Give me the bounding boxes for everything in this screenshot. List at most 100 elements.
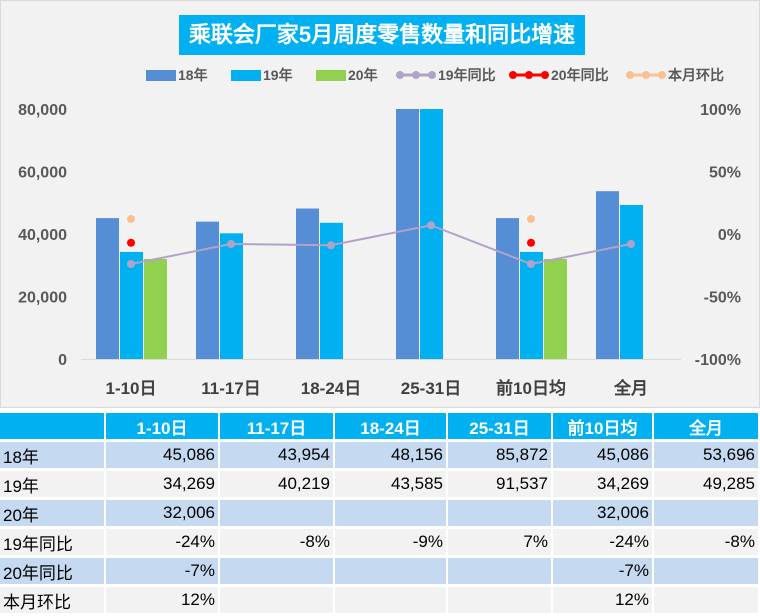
bar-19年 (520, 251, 543, 359)
y-tick-label: 60,000 (18, 165, 67, 182)
table-cell: 12% (106, 587, 218, 613)
legend-label: 本月环比 (668, 67, 724, 83)
table-cell: 7% (448, 529, 551, 555)
point-19年同比 (327, 241, 335, 250)
legend-item: 20年同比 (509, 65, 609, 85)
point-19年同比 (127, 260, 135, 268)
line-19年同比 (130, 224, 632, 266)
row-label: 20年同比 (0, 558, 104, 584)
chart-title: 乘联会厂家5月周度零售数量和同比增速 (179, 15, 585, 55)
row-label: 19年 (0, 471, 104, 497)
table-row: 20年同比 -7% -7% (0, 558, 758, 584)
legend: 18年 19年 20年 19年同比 20年同比 本月环比 (1, 65, 760, 85)
y-tick-label: 40,000 (18, 227, 67, 244)
table-cell: 91,537 (448, 471, 551, 497)
legend-label: 20年同比 (551, 67, 609, 83)
bar-18年 (496, 218, 519, 359)
bar-20年 (144, 258, 167, 359)
x-tick-label: 11-17日 (201, 379, 261, 398)
row-label: 19年同比 (0, 529, 104, 555)
point-20年同比 (127, 238, 135, 247)
legend-item: 18年 (146, 65, 208, 85)
table-cell (654, 500, 758, 526)
table-row: 19年同比 -24% -8% -9% 7% -24% -8% (0, 529, 758, 555)
column-header: 18-24日 (335, 413, 446, 439)
table-cell (448, 500, 551, 526)
legend-swatch (146, 69, 176, 81)
legend-item: 19年同比 (396, 65, 496, 85)
table-cell (335, 587, 446, 613)
point-19年同比 (227, 240, 235, 248)
legend-label: 19年同比 (438, 67, 496, 83)
table-cell: -7% (553, 558, 652, 584)
table-row: 本月环比 12% 12% (0, 587, 758, 613)
legend-swatch (316, 69, 346, 81)
legend-item: 20年 (316, 65, 378, 85)
table-cell (220, 558, 333, 584)
y2-tick-label: 0% (718, 227, 741, 244)
table-cell: 40,219 (220, 471, 333, 497)
table-cell (654, 587, 758, 613)
table-cell: 49,285 (654, 471, 758, 497)
column-header: 1-10日 (106, 413, 218, 439)
table-row: 18年 45,086 43,954 48,156 85,872 45,086 53,696 (0, 442, 758, 468)
bar-19年 (420, 109, 443, 359)
table-cell: -7% (106, 558, 218, 584)
y2-tick-label: -100% (695, 352, 741, 369)
bar-18年 (596, 191, 619, 359)
y2-tick-label: 100% (700, 102, 741, 119)
table-cell: -9% (335, 529, 446, 555)
bar-19年 (620, 204, 643, 359)
column-header: 11-17日 (220, 413, 333, 439)
column-header: 前10日均 (553, 413, 652, 439)
table-cell (654, 558, 758, 584)
row-label: 18年 (0, 442, 104, 468)
table-cell: 34,269 (106, 471, 218, 497)
table-row: 19年 34,269 40,219 43,585 91,537 34,269 49,285 (0, 471, 758, 497)
table-cell: 43,954 (220, 442, 333, 468)
table-cell: 53,696 (654, 442, 758, 468)
table-cell: 32,006 (553, 500, 652, 526)
row-label: 20年 (0, 500, 104, 526)
table-cell: -8% (654, 529, 758, 555)
point-19年同比 (427, 221, 435, 230)
plot: 0 20,000 40,000 60,000 80,000 -100% -50% 0% 50% 1… (18, 102, 741, 398)
bar-18年 (96, 218, 119, 359)
legend-line-marker-icon (509, 71, 549, 79)
table-cell: 85,872 (448, 442, 551, 468)
bar-19年 (220, 233, 243, 359)
table-cell (335, 558, 446, 584)
x-tick-label: 18-24日 (301, 379, 361, 398)
table-cell: -24% (553, 529, 652, 555)
column-header (0, 413, 104, 439)
column-header: 全月 (654, 413, 758, 439)
y-tick-label: 80,000 (18, 102, 67, 119)
table-cell: 32,006 (106, 500, 218, 526)
y-tick-label: 20,000 (18, 290, 67, 307)
table-cell (335, 500, 446, 526)
table-cell: 34,269 (553, 471, 652, 497)
table-cell: 48,156 (335, 442, 446, 468)
x-tick-label: 前10日均 (496, 378, 566, 398)
point-20年同比 (527, 238, 535, 247)
data-table: 1-10日 11-17日 18-24日 25-31日 前10日均 全月 18年 45,086 4… (0, 410, 760, 616)
table-cell (220, 500, 333, 526)
x-tick-label: 全月 (613, 378, 648, 398)
chart-area: 乘联会厂家5月周度零售数量和同比增速 18年 19年 20年 19年同比 20年同比 本月… (0, 0, 760, 408)
legend-swatch (231, 69, 261, 81)
table-row: 20年 32,006 32,006 (0, 500, 758, 526)
y2-tick-label: 50% (709, 165, 741, 182)
legend-line-marker-icon (626, 71, 666, 79)
point-19年同比 (527, 260, 535, 268)
legend-item: 本月环比 (626, 65, 724, 85)
table-cell: 45,086 (106, 442, 218, 468)
point-19年同比 (627, 240, 635, 248)
point-本月环比 (127, 215, 135, 223)
table-cell (448, 558, 551, 584)
table-cell: -8% (220, 529, 333, 555)
row-label: 本月环比 (0, 587, 104, 613)
column-header: 25-31日 (448, 413, 551, 439)
bar-18年 (396, 109, 419, 359)
bar-18年 (196, 221, 219, 359)
table-cell: 45,086 (553, 442, 652, 468)
